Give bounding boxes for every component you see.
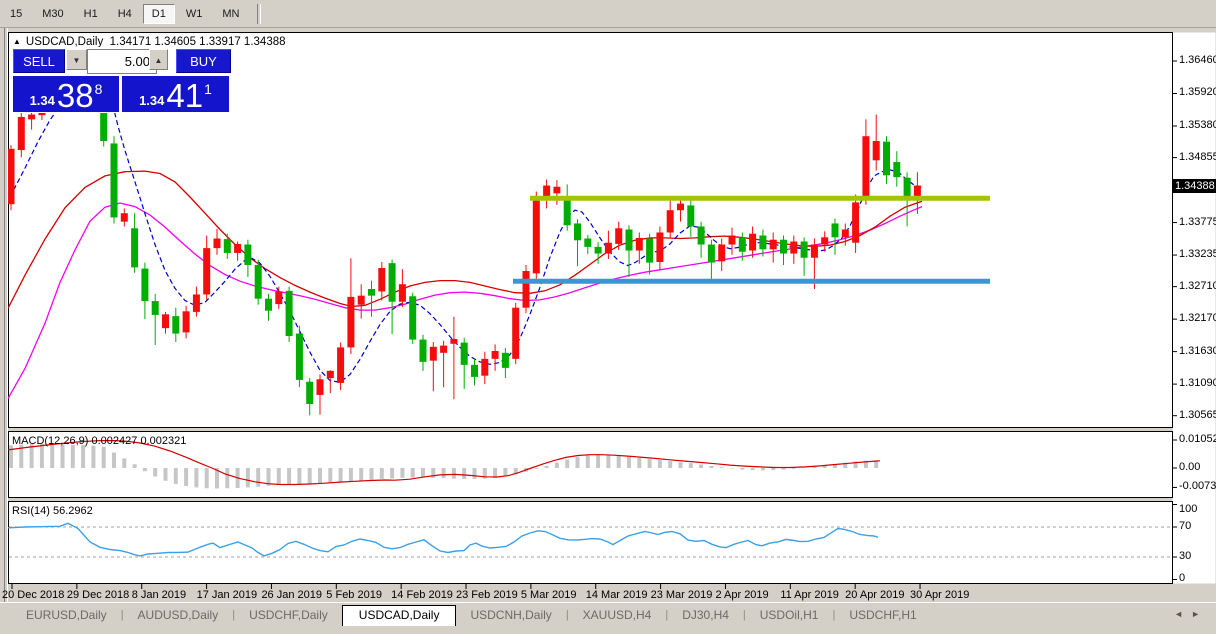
sell-price-display[interactable]: 1.34 38 8 [13, 76, 119, 112]
chart-tab-DJ30-H4[interactable]: DJ30,H4 [682, 608, 729, 622]
price-axis-label: 1.31090 [1179, 377, 1216, 390]
sell-price-main: 38 [56, 77, 94, 114]
sell-price-prefix: 1.34 [29, 93, 55, 108]
date-axis-label: 5 Mar 2019 [520, 589, 577, 601]
timeframe-button-MN[interactable]: MN [222, 7, 240, 20]
date-axis-label: 11 Apr 2019 [780, 589, 839, 601]
chart-tab-bar: EURUSD,Daily | AUDUSD,Daily | USDCHF,Daily US… [0, 602, 1216, 629]
chart-tab-EURUSD-Daily[interactable]: EURUSD,Daily [26, 608, 107, 622]
date-axis-label: 30 Apr 2019 [910, 589, 970, 601]
rsi-axis-label: 0 [1179, 572, 1186, 584]
buy-price-main: 41 [166, 77, 204, 114]
current-price-tag: 1.34388 [1172, 178, 1216, 193]
macd-axis-label: 0.00 [1179, 461, 1201, 473]
date-axis-label: 2 Apr 2019 [715, 589, 769, 601]
timeframe-toolbar: 15 M30 H1 H4 D1 W1 MN [0, 0, 1216, 28]
timeframe-button-D1[interactable]: D1 [142, 3, 175, 24]
price-axis-label: 1.35380 [1179, 118, 1216, 131]
date-axis-label: 26 Jan 2019 [261, 589, 322, 601]
timeframe-button-15[interactable]: 15 [10, 7, 23, 20]
sell-price-pip: 8 [94, 81, 103, 97]
tab-separator: | [742, 609, 746, 621]
chart-title-symbol: USDCAD,Daily [25, 36, 104, 48]
macd-label: MACD(12,26,9) 0.002427 0.002321 [12, 435, 187, 447]
chart-tab-AUDUSD-Daily[interactable]: AUDUSD,Daily [137, 608, 219, 622]
price-axis-label: 1.33775 [1179, 215, 1216, 228]
rsi-axis-label: 70 [1179, 520, 1192, 532]
tab-separator: | [565, 609, 569, 621]
window-left-groove [4, 28, 8, 602]
chart-tab-USDCNH-Daily[interactable]: USDCNH,Daily [470, 608, 552, 622]
date-axis-label: 20 Dec 2018 [2, 589, 65, 601]
timeframe-button-M30[interactable]: M30 [42, 7, 64, 20]
rsi-axis-label: 100 [1179, 503, 1198, 515]
buy-price-prefix: 1.34 [139, 93, 165, 108]
rsi-panel [8, 501, 1173, 584]
buy-price-pip: 1 [204, 81, 212, 97]
date-axis-label: 23 Mar 2019 [650, 589, 713, 601]
price-axis-label: 1.30565 [1179, 408, 1216, 421]
price-axis-label: 1.32710 [1179, 279, 1216, 292]
date-axis-label: 23 Feb 2019 [456, 589, 518, 601]
price-axis-label: 1.32170 [1179, 312, 1216, 325]
tab-separator: | [120, 609, 124, 621]
macd-axis-label: 0.010525 [1179, 433, 1216, 445]
buy-button[interactable]: BUY [176, 49, 231, 73]
date-axis-label: 17 Jan 2019 [196, 589, 258, 601]
date-axis-label: 14 Feb 2019 [391, 589, 453, 601]
tab-separator: | [832, 609, 836, 621]
chart-tab-USDCAD-Daily[interactable]: USDCAD,Daily [341, 605, 457, 626]
tab-scroll-right-icon: ► [1191, 609, 1208, 619]
timeframe-button-H1[interactable]: H1 [83, 7, 98, 20]
macd-axis-label: -0.0073 [1179, 480, 1216, 493]
price-axis-label: 1.31630 [1179, 344, 1216, 357]
price-axis-label: 1.33235 [1179, 248, 1216, 261]
date-axis-label: 14 Mar 2019 [585, 589, 648, 601]
price-axis-label: 1.34855 [1179, 150, 1216, 163]
timeframe-button-W1[interactable]: W1 [185, 7, 203, 20]
chart-tab-USDCHF-Daily[interactable]: USDCHF,Daily [249, 608, 328, 622]
volume-increase-button[interactable]: ▲ [149, 49, 168, 70]
date-axis-label: 29 Dec 2018 [66, 589, 130, 601]
date-axis-label: 5 Feb 2019 [326, 589, 382, 601]
tab-scroll-arrows[interactable]: ◄► [1174, 609, 1208, 619]
timeframe-button-H4[interactable]: H4 [117, 7, 132, 20]
tab-scroll-left-icon: ◄ [1174, 609, 1192, 619]
chart-tab-USDOil-H1[interactable]: USDOil,H1 [759, 608, 819, 622]
buy-price-display[interactable]: 1.34 41 1 [122, 76, 229, 112]
price-axis-label: 1.35920 [1179, 86, 1216, 99]
date-axis-label: 20 Apr 2019 [845, 589, 905, 601]
rsi-label: RSI(14) 56.2962 [12, 505, 93, 517]
toolbar-separator [257, 3, 262, 24]
chart-tab-USDCHF-H1[interactable]: USDCHF,H1 [849, 608, 917, 622]
price-axis-label: 1.36460 [1179, 54, 1216, 66]
tab-separator: | [232, 609, 236, 621]
date-axis-label: 8 Jan 2019 [131, 589, 187, 601]
sell-button[interactable]: SELL [13, 49, 65, 73]
rsi-axis-label: 30 [1179, 550, 1192, 562]
collapse-triangle-icon: ▲ [13, 37, 21, 46]
volume-input[interactable] [87, 49, 157, 74]
chart-title-ohlc: 1.34171 1.34605 1.33917 1.34388 [109, 36, 286, 48]
volume-decrease-button[interactable]: ▼ [66, 49, 87, 70]
chart-tab-XAUUSD-H4[interactable]: XAUUSD,H4 [582, 608, 652, 622]
tab-separator: | [665, 609, 669, 621]
chart-title: ▲ USDCAD,Daily 1.34171 1.34605 1.33917 1.… [13, 36, 286, 48]
